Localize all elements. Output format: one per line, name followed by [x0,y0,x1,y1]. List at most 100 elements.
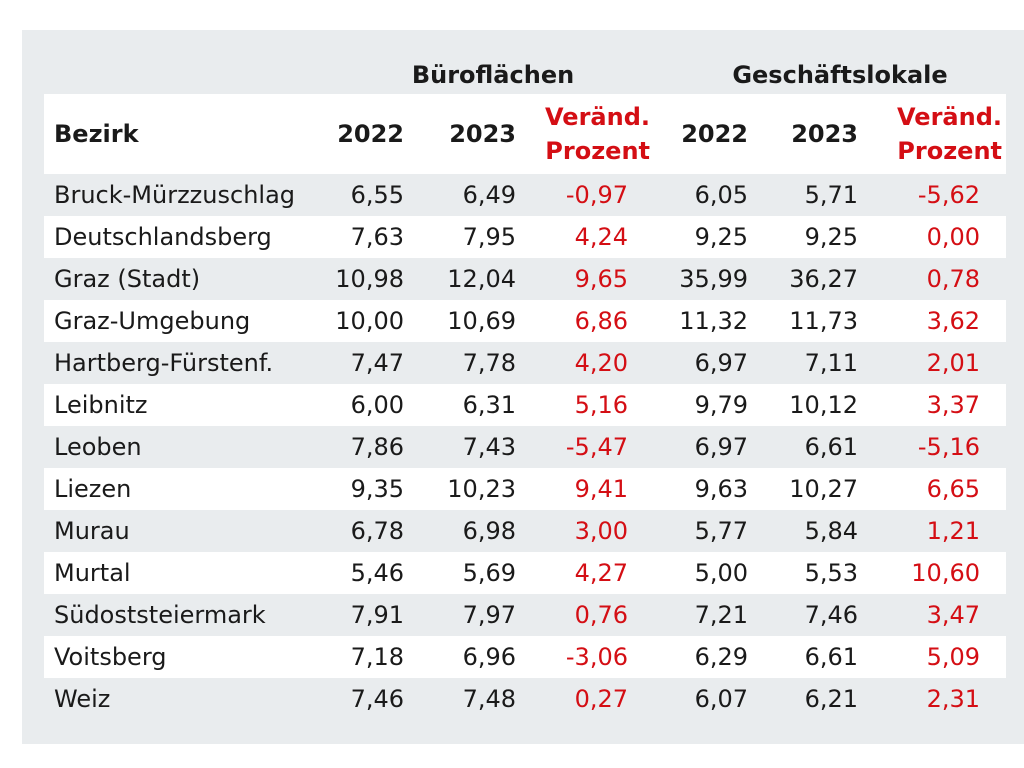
cell-buero-2023: 5,69 [462,559,516,587]
cell-bezirk: Deutschlandsberg [54,223,272,251]
group-header-geschaeftslokale: Geschäftslokale [732,61,948,89]
group-header-bueroflaechen: Büroflächen [411,61,575,89]
cell-buero-2022: 9,35 [350,475,404,503]
cell-buero-2022: 5,46 [350,559,404,587]
table-row: Graz-Umgebung 10,00 10,69 6,86 11,32 11,… [44,300,1006,342]
cell-gesch-2022: 6,05 [694,181,748,209]
cell-buero-change: 3,00 [574,517,628,545]
cell-buero-2023: 7,48 [462,685,516,713]
cell-buero-2023: 6,49 [462,181,516,209]
change-label-line1: Veränd. [545,103,650,131]
column-header-gesch-2022: 2022 [681,120,748,148]
cell-gesch-2022: 7,21 [694,601,748,629]
cell-gesch-2023: 7,46 [804,601,858,629]
cell-buero-change: 4,20 [574,349,628,377]
cell-buero-change: 0,27 [574,685,628,713]
cell-bezirk: Südoststeiermark [54,601,266,629]
cell-gesch-change: 3,37 [926,391,980,419]
cell-gesch-2023: 36,27 [789,265,858,293]
cell-bezirk: Liezen [54,475,132,503]
cell-buero-2023: 10,69 [447,307,516,335]
cell-gesch-2022: 11,32 [679,307,748,335]
cell-buero-2023: 6,96 [462,643,516,671]
cell-gesch-2023: 5,84 [804,517,858,545]
cell-buero-2022: 7,18 [350,643,404,671]
cell-gesch-change: 2,01 [926,349,980,377]
cell-gesch-2022: 6,97 [694,349,748,377]
cell-gesch-2022: 9,25 [694,223,748,251]
data-table: Bezirk 2022 2023 Veränd. Prozent 2022 20… [44,94,1006,720]
cell-gesch-2023: 9,25 [804,223,858,251]
cell-buero-change: 9,41 [574,475,628,503]
cell-buero-2022: 10,98 [335,265,404,293]
column-header-row: Bezirk 2022 2023 Veränd. Prozent 2022 20… [44,94,1006,174]
cell-buero-2022: 7,91 [350,601,404,629]
cell-buero-2023: 10,23 [447,475,516,503]
cell-bezirk: Weiz [54,685,111,713]
cell-buero-2023: 7,78 [462,349,516,377]
table-row: Deutschlandsberg 7,63 7,95 4,24 9,25 9,2… [44,216,1006,258]
cell-bezirk: Leoben [54,433,142,461]
cell-buero-change: -0,97 [565,181,628,209]
column-header-bezirk: Bezirk [54,120,139,148]
cell-buero-2022: 10,00 [335,307,404,335]
cell-bezirk: Hartberg-Fürstenf. [54,349,274,377]
cell-buero-change: 6,86 [574,307,628,335]
cell-buero-change: 9,65 [574,265,628,293]
cell-buero-change: 5,16 [574,391,628,419]
cell-gesch-2022: 6,97 [694,433,748,461]
cell-buero-2022: 7,86 [350,433,404,461]
cell-bezirk: Murau [54,517,130,545]
cell-gesch-change: -5,16 [917,433,980,461]
cell-gesch-2023: 7,11 [804,349,858,377]
cell-bezirk: Voitsberg [54,643,167,671]
cell-gesch-2023: 10,27 [789,475,858,503]
change-label-line1: Veränd. [897,103,1002,131]
cell-gesch-2022: 35,99 [679,265,748,293]
cell-bezirk: Graz (Stadt) [54,265,201,293]
cell-gesch-2022: 9,63 [694,475,748,503]
cell-gesch-2023: 11,73 [789,307,858,335]
cell-buero-2023: 7,43 [462,433,516,461]
cell-buero-2023: 7,95 [462,223,516,251]
cell-gesch-change: 2,31 [926,685,980,713]
cell-buero-2023: 7,97 [462,601,516,629]
table-row: Bruck-Mürzzuschlag 6,55 6,49 -0,97 6,05 … [44,174,1006,216]
cell-gesch-change: 3,47 [926,601,980,629]
cell-gesch-2022: 5,77 [694,517,748,545]
table-row: Leoben 7,86 7,43 -5,47 6,97 6,61 -5,16 [44,426,1006,468]
change-label-line2: Prozent [897,137,1002,165]
table-panel [22,30,1024,744]
table-row: Liezen 9,35 10,23 9,41 9,63 10,27 6,65 [44,468,1006,510]
cell-gesch-2023: 5,53 [804,559,858,587]
cell-gesch-change: 0,78 [926,265,980,293]
cell-gesch-change: 10,60 [911,559,980,587]
cell-buero-2023: 6,31 [462,391,516,419]
cell-bezirk: Murtal [54,559,131,587]
cell-gesch-change: 0,00 [926,223,980,251]
cell-gesch-change: 5,09 [926,643,980,671]
cell-buero-2022: 6,00 [350,391,404,419]
cell-bezirk: Bruck-Mürzzuschlag [54,181,296,209]
cell-gesch-2022: 6,07 [694,685,748,713]
cell-buero-2022: 6,78 [350,517,404,545]
cell-buero-2023: 12,04 [447,265,516,293]
cell-buero-change: 0,76 [574,601,628,629]
cell-buero-2023: 6,98 [462,517,516,545]
cell-buero-2022: 7,46 [350,685,404,713]
table-row: Leibnitz 6,00 6,31 5,16 9,79 10,12 3,37 [44,384,1006,426]
cell-buero-change: 4,27 [574,559,628,587]
column-header-gesch-change: Veränd. Prozent [866,94,1006,174]
table-row: Murtal 5,46 5,69 4,27 5,00 5,53 10,60 [44,552,1006,594]
cell-buero-change: 4,24 [574,223,628,251]
cell-gesch-2023: 6,21 [804,685,858,713]
cell-buero-change: -5,47 [565,433,628,461]
table-row: Weiz 7,46 7,48 0,27 6,07 6,21 2,31 [44,678,1006,720]
cell-buero-change: -3,06 [565,643,628,671]
table-row: Hartberg-Fürstenf. 7,47 7,78 4,20 6,97 7… [44,342,1006,384]
table-row: Südoststeiermark 7,91 7,97 0,76 7,21 7,4… [44,594,1006,636]
cell-gesch-2023: 6,61 [804,433,858,461]
column-header-gesch-2023: 2023 [791,120,858,148]
table-row: Murau 6,78 6,98 3,00 5,77 5,84 1,21 [44,510,1006,552]
change-label-line2: Prozent [545,137,650,165]
